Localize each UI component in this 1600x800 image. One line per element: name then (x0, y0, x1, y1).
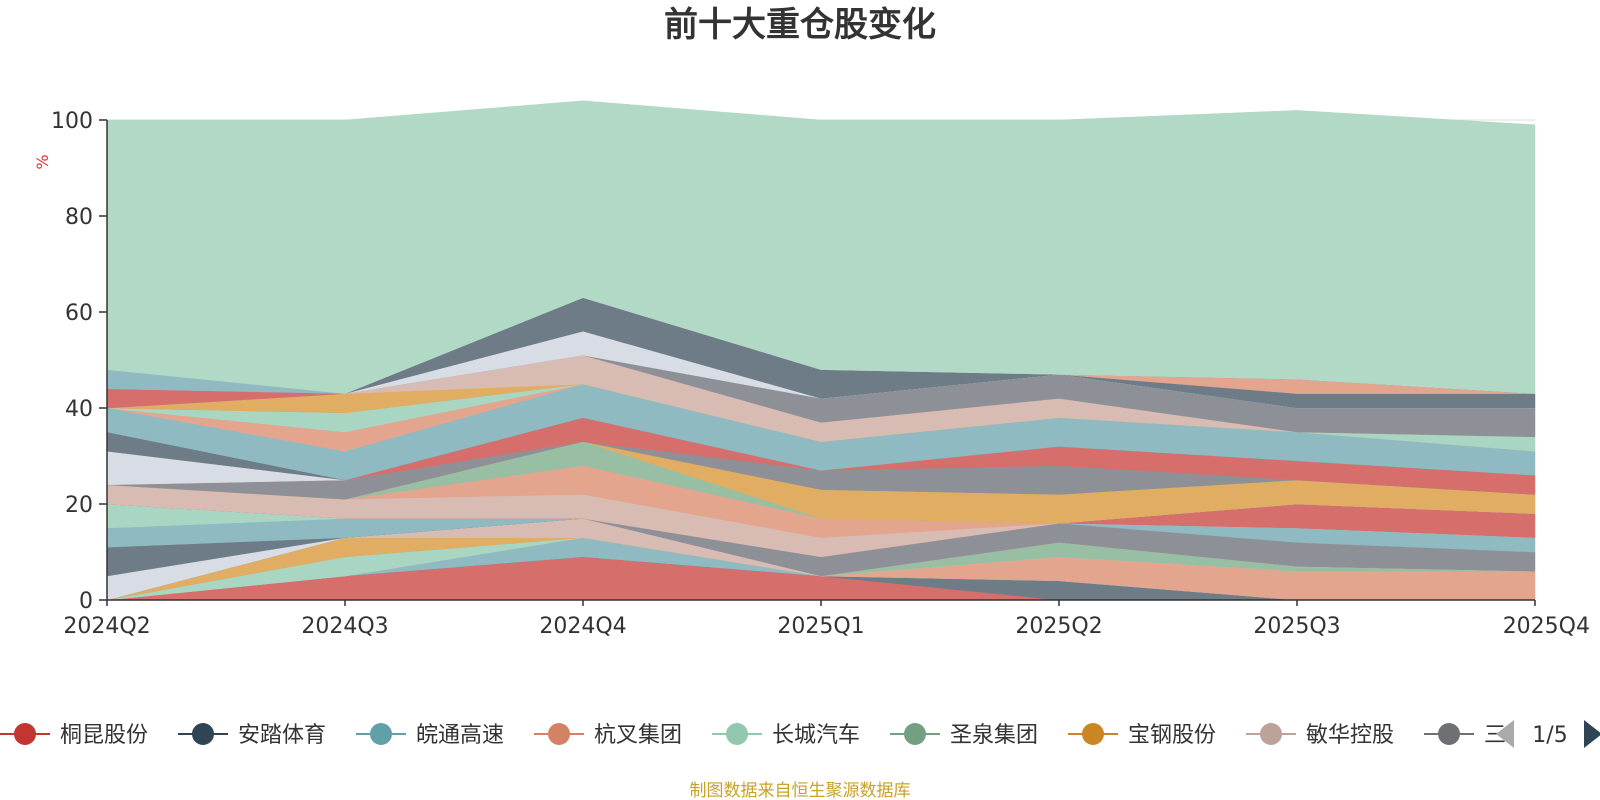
legend-label: 安踏体育 (238, 723, 326, 748)
legend-label: 三 (1484, 723, 1506, 748)
legend-prev-page-icon[interactable] (1496, 720, 1514, 748)
chart-title: 前十大重仓股变化 (664, 5, 936, 45)
legend-item[interactable]: 长城汽车 (712, 723, 860, 748)
legend-item[interactable]: 宝钢股份 (1068, 723, 1216, 748)
legend-label: 圣泉集团 (950, 723, 1038, 748)
x-tick-labels: 2024Q2 2024Q3 2024Q4 2025Q1 2025Q2 2025Q3 2025… (63, 614, 1590, 639)
x-tick-label: 2024Q3 (301, 614, 388, 639)
legend-item[interactable]: 安踏体育 (178, 723, 326, 748)
legend-label: 宝钢股份 (1128, 723, 1216, 748)
y-tick-label: 60 (65, 301, 93, 326)
legend-marker-icon (370, 723, 392, 745)
legend-label: 皖通高速 (416, 723, 504, 748)
legend-label: 杭叉集团 (594, 723, 682, 748)
x-tick-label: 2025Q4 (1503, 614, 1590, 639)
legend-item[interactable]: 三 (1424, 723, 1506, 748)
legend-marker-icon (726, 723, 748, 745)
legend-label: 桐昆股份 (60, 723, 148, 748)
legend-page-indicator: 1/5 (1532, 723, 1567, 748)
data-source-note: 制图数据来自恒生聚源数据库 (690, 781, 911, 800)
y-axis-unit: % (33, 154, 52, 169)
y-tick-label: 0 (79, 589, 93, 614)
area-series-35[interactable] (106, 100, 1536, 394)
legend-label: 长城汽车 (772, 723, 860, 748)
legend-marker-icon (1082, 723, 1104, 745)
x-tick-label: 2025Q3 (1253, 614, 1340, 639)
y-tick-label: 100 (51, 109, 93, 134)
legend[interactable]: 桐昆股份 安踏体育 皖通高速 杭叉集团 长城汽车 圣泉集团 宝钢股份 敏华控股 三 (0, 723, 1506, 748)
legend-marker-icon (1260, 723, 1282, 745)
y-tick-label: 40 (65, 397, 93, 422)
legend-marker-icon (548, 723, 570, 745)
legend-marker-icon (192, 723, 214, 745)
area-series-group (106, 100, 1536, 601)
legend-marker-icon (1438, 723, 1460, 745)
legend-label: 敏华控股 (1306, 723, 1394, 748)
legend-pager[interactable]: 1/5 (1496, 720, 1600, 748)
y-tick-labels: 0 20 40 60 80 100 (51, 109, 93, 614)
x-tick-label: 2025Q2 (1015, 614, 1102, 639)
x-tick-label: 2024Q4 (539, 614, 626, 639)
y-tick-label: 80 (65, 205, 93, 230)
x-tick-label: 2024Q2 (63, 614, 150, 639)
legend-item[interactable]: 皖通高速 (356, 723, 504, 748)
legend-item[interactable]: 桐昆股份 (0, 723, 148, 748)
legend-marker-icon (904, 723, 926, 745)
legend-item[interactable]: 杭叉集团 (534, 723, 682, 748)
legend-next-page-icon[interactable] (1584, 720, 1600, 748)
legend-item[interactable]: 圣泉集团 (890, 723, 1038, 748)
legend-item[interactable]: 敏华控股 (1246, 723, 1394, 748)
y-tick-label: 20 (65, 493, 93, 518)
x-tick-label: 2025Q1 (777, 614, 864, 639)
axes (99, 119, 1536, 606)
legend-marker-icon (14, 723, 36, 745)
